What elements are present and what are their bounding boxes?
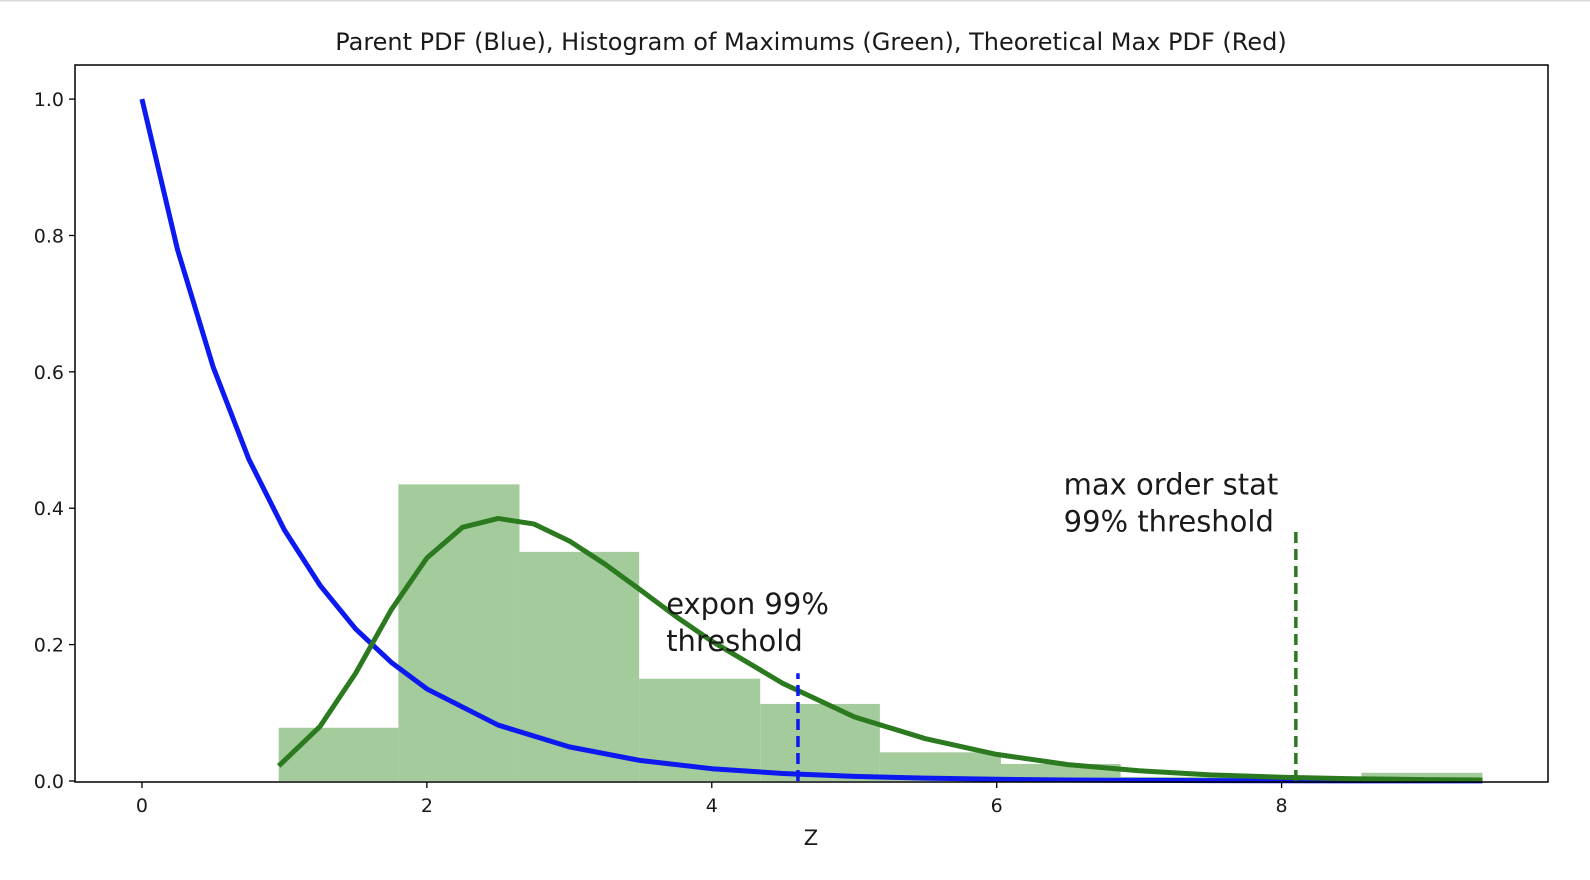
histogram-bar-1 [278,727,399,781]
y-tick-label: 0.4 [34,498,64,520]
top-border [0,0,1590,2]
x-tick-label: 2 [421,795,433,817]
histogram-bar-5 [760,703,880,781]
annotation-expon-line-2: threshold [666,624,803,658]
y-tick-label: 0.6 [34,362,64,384]
curves [139,98,1483,784]
chart-title: Parent PDF (Blue), Histogram of Maximums… [335,28,1287,56]
x-axis-label: Z [804,826,818,850]
annotations: expon 99% threshold max order stat 99% thre… [666,468,1278,658]
annotation-maxstat-line-1: max order stat [1064,468,1279,502]
plot-area: expon 99% threshold max order stat 99% thre… [139,98,1483,784]
y-tick-label: 0.2 [34,635,64,657]
x-tick-label: 4 [706,795,718,817]
histogram-bar-10 [1361,772,1483,781]
max-pdf-curve [276,515,1483,783]
x-axis-ticks: 0 2 4 6 8 [136,782,1288,817]
annotation-maxstat: max order stat 99% threshold [1064,468,1279,539]
y-axis-ticks: 0.0 0.2 0.4 0.6 0.8 1.0 [34,89,75,793]
annotation-expon: expon 99% threshold [666,587,829,658]
y-tick-label: 0.0 [34,771,64,793]
annotation-maxstat-line-2: 99% threshold [1064,505,1274,539]
x-tick-label: 0 [136,795,148,817]
annotation-expon-line-1: expon 99% [666,587,829,621]
x-tick-label: 8 [1276,795,1288,817]
axes-frame [74,64,1549,783]
x-tick-label: 6 [991,795,1003,817]
threshold-lines [796,530,1298,781]
histogram-bar-3 [519,551,640,781]
y-tick-label: 1.0 [34,89,64,111]
histogram-bar-2 [398,484,520,781]
parent-pdf-curve [139,98,1483,784]
y-tick-label: 0.8 [34,225,64,247]
